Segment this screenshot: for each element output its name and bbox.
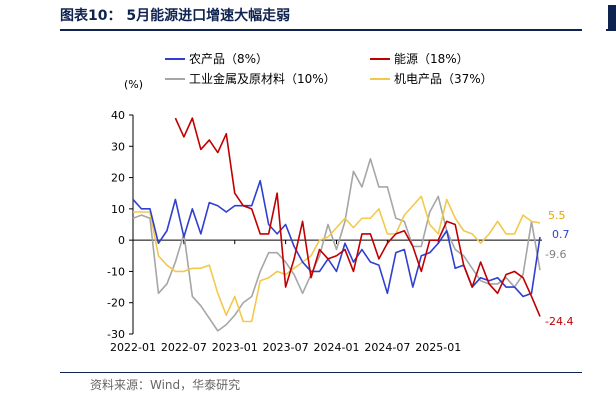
x-tick-label: 2023-01	[212, 341, 258, 354]
series-line-industrial-metals	[132, 158, 541, 332]
legend-swatch	[165, 57, 185, 60]
y-tick-label: -30	[107, 328, 125, 341]
x-tick-label: 2022-01	[110, 341, 156, 354]
y-axis-unit-label: (%)	[124, 78, 143, 91]
x-tick-label: 2022-07	[161, 341, 207, 354]
series-line-energy	[174, 117, 541, 317]
title-divider	[60, 29, 582, 31]
source-note: 资料来源：Wind，华泰研究	[90, 378, 241, 392]
legend-label: 能源（18%）	[394, 52, 469, 66]
legend-label: 工业金属及原材料（10%）	[189, 72, 336, 86]
chart-title: 图表10： 5月能源进口增速大幅走弱	[60, 8, 291, 24]
end-label-industrial-metals: -9.6	[545, 248, 566, 261]
y-tick-label: 10	[111, 203, 125, 216]
y-tick-label: 20	[111, 172, 125, 185]
y-tick-label: -10	[107, 265, 125, 278]
y-tick-label: 30	[111, 140, 125, 153]
legend-swatch	[370, 77, 390, 80]
end-label-agriculture: 0.7	[552, 228, 570, 241]
y-tick-label: 0	[118, 234, 125, 247]
end-label-energy: -24.4	[545, 315, 573, 328]
legend-swatch	[165, 77, 185, 80]
legend-label: 农产品（8%）	[189, 52, 269, 66]
x-tick-label: 2023-07	[263, 341, 309, 354]
legend-item-electromechanical: 机电产品（37%）	[370, 70, 493, 87]
x-tick-label: 2025-01	[415, 341, 461, 354]
next-panel-rule	[606, 29, 616, 31]
next-panel-edge	[608, 5, 616, 29]
x-tick-label: 2024-01	[314, 341, 360, 354]
footer-divider	[60, 372, 582, 373]
legend-label: 机电产品（37%）	[394, 72, 493, 86]
legend-item-energy: 能源（18%）	[370, 50, 469, 67]
y-tick-label: 40	[111, 109, 125, 122]
legend-item-agriculture: 农产品（8%）	[165, 50, 268, 67]
series-line-electromechanical	[133, 195, 541, 323]
legend-item-industrial-metals: 工业金属及原材料（10%）	[165, 70, 336, 87]
x-tick-label: 2024-07	[364, 341, 410, 354]
legend-swatch	[370, 57, 390, 60]
end-label-electromechanical: 5.5	[548, 209, 566, 222]
series-line-agriculture	[132, 179, 541, 298]
y-tick-label: -20	[107, 297, 125, 310]
